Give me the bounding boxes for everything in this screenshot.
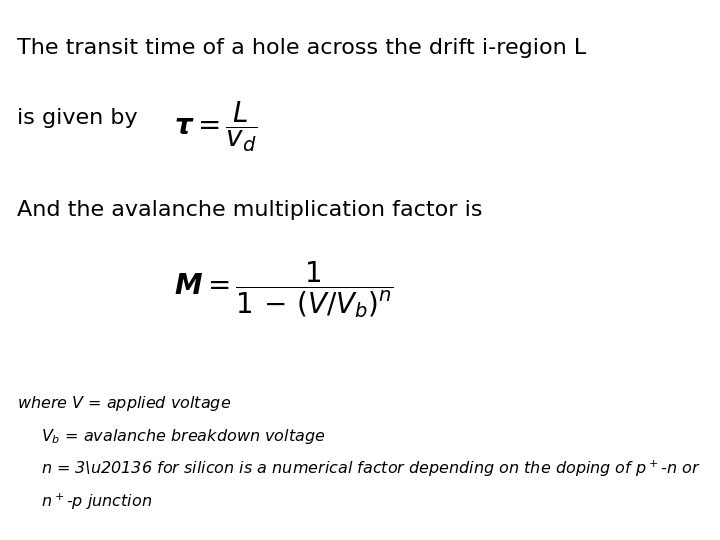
Text: $\boldsymbol{\tau} = \dfrac{L}{v_d}$: $\boldsymbol{\tau} = \dfrac{L}{v_d}$ — [174, 100, 257, 154]
Text: The transit time of a hole across the drift i-region L: The transit time of a hole across the dr… — [17, 38, 587, 58]
Text: And the avalanche multiplication factor is: And the avalanche multiplication factor … — [17, 200, 483, 220]
Text: is given by: is given by — [17, 108, 138, 128]
Text: $\boldsymbol{M} = \dfrac{1}{1\,-\,(V/V_b)^n}$: $\boldsymbol{M} = \dfrac{1}{1\,-\,(V/V_b… — [174, 259, 394, 320]
Text: where $V$ = applied voltage: where $V$ = applied voltage — [17, 394, 232, 413]
Text: $n$ = 3\u20136 for silicon is a numerical factor depending on the doping of $p^+: $n$ = 3\u20136 for silicon is a numerica… — [40, 459, 701, 480]
Text: $n^+$-$p$ junction: $n^+$-$p$ junction — [40, 491, 152, 512]
Text: $V_b$ = avalanche breakdown voltage: $V_b$ = avalanche breakdown voltage — [40, 427, 325, 446]
